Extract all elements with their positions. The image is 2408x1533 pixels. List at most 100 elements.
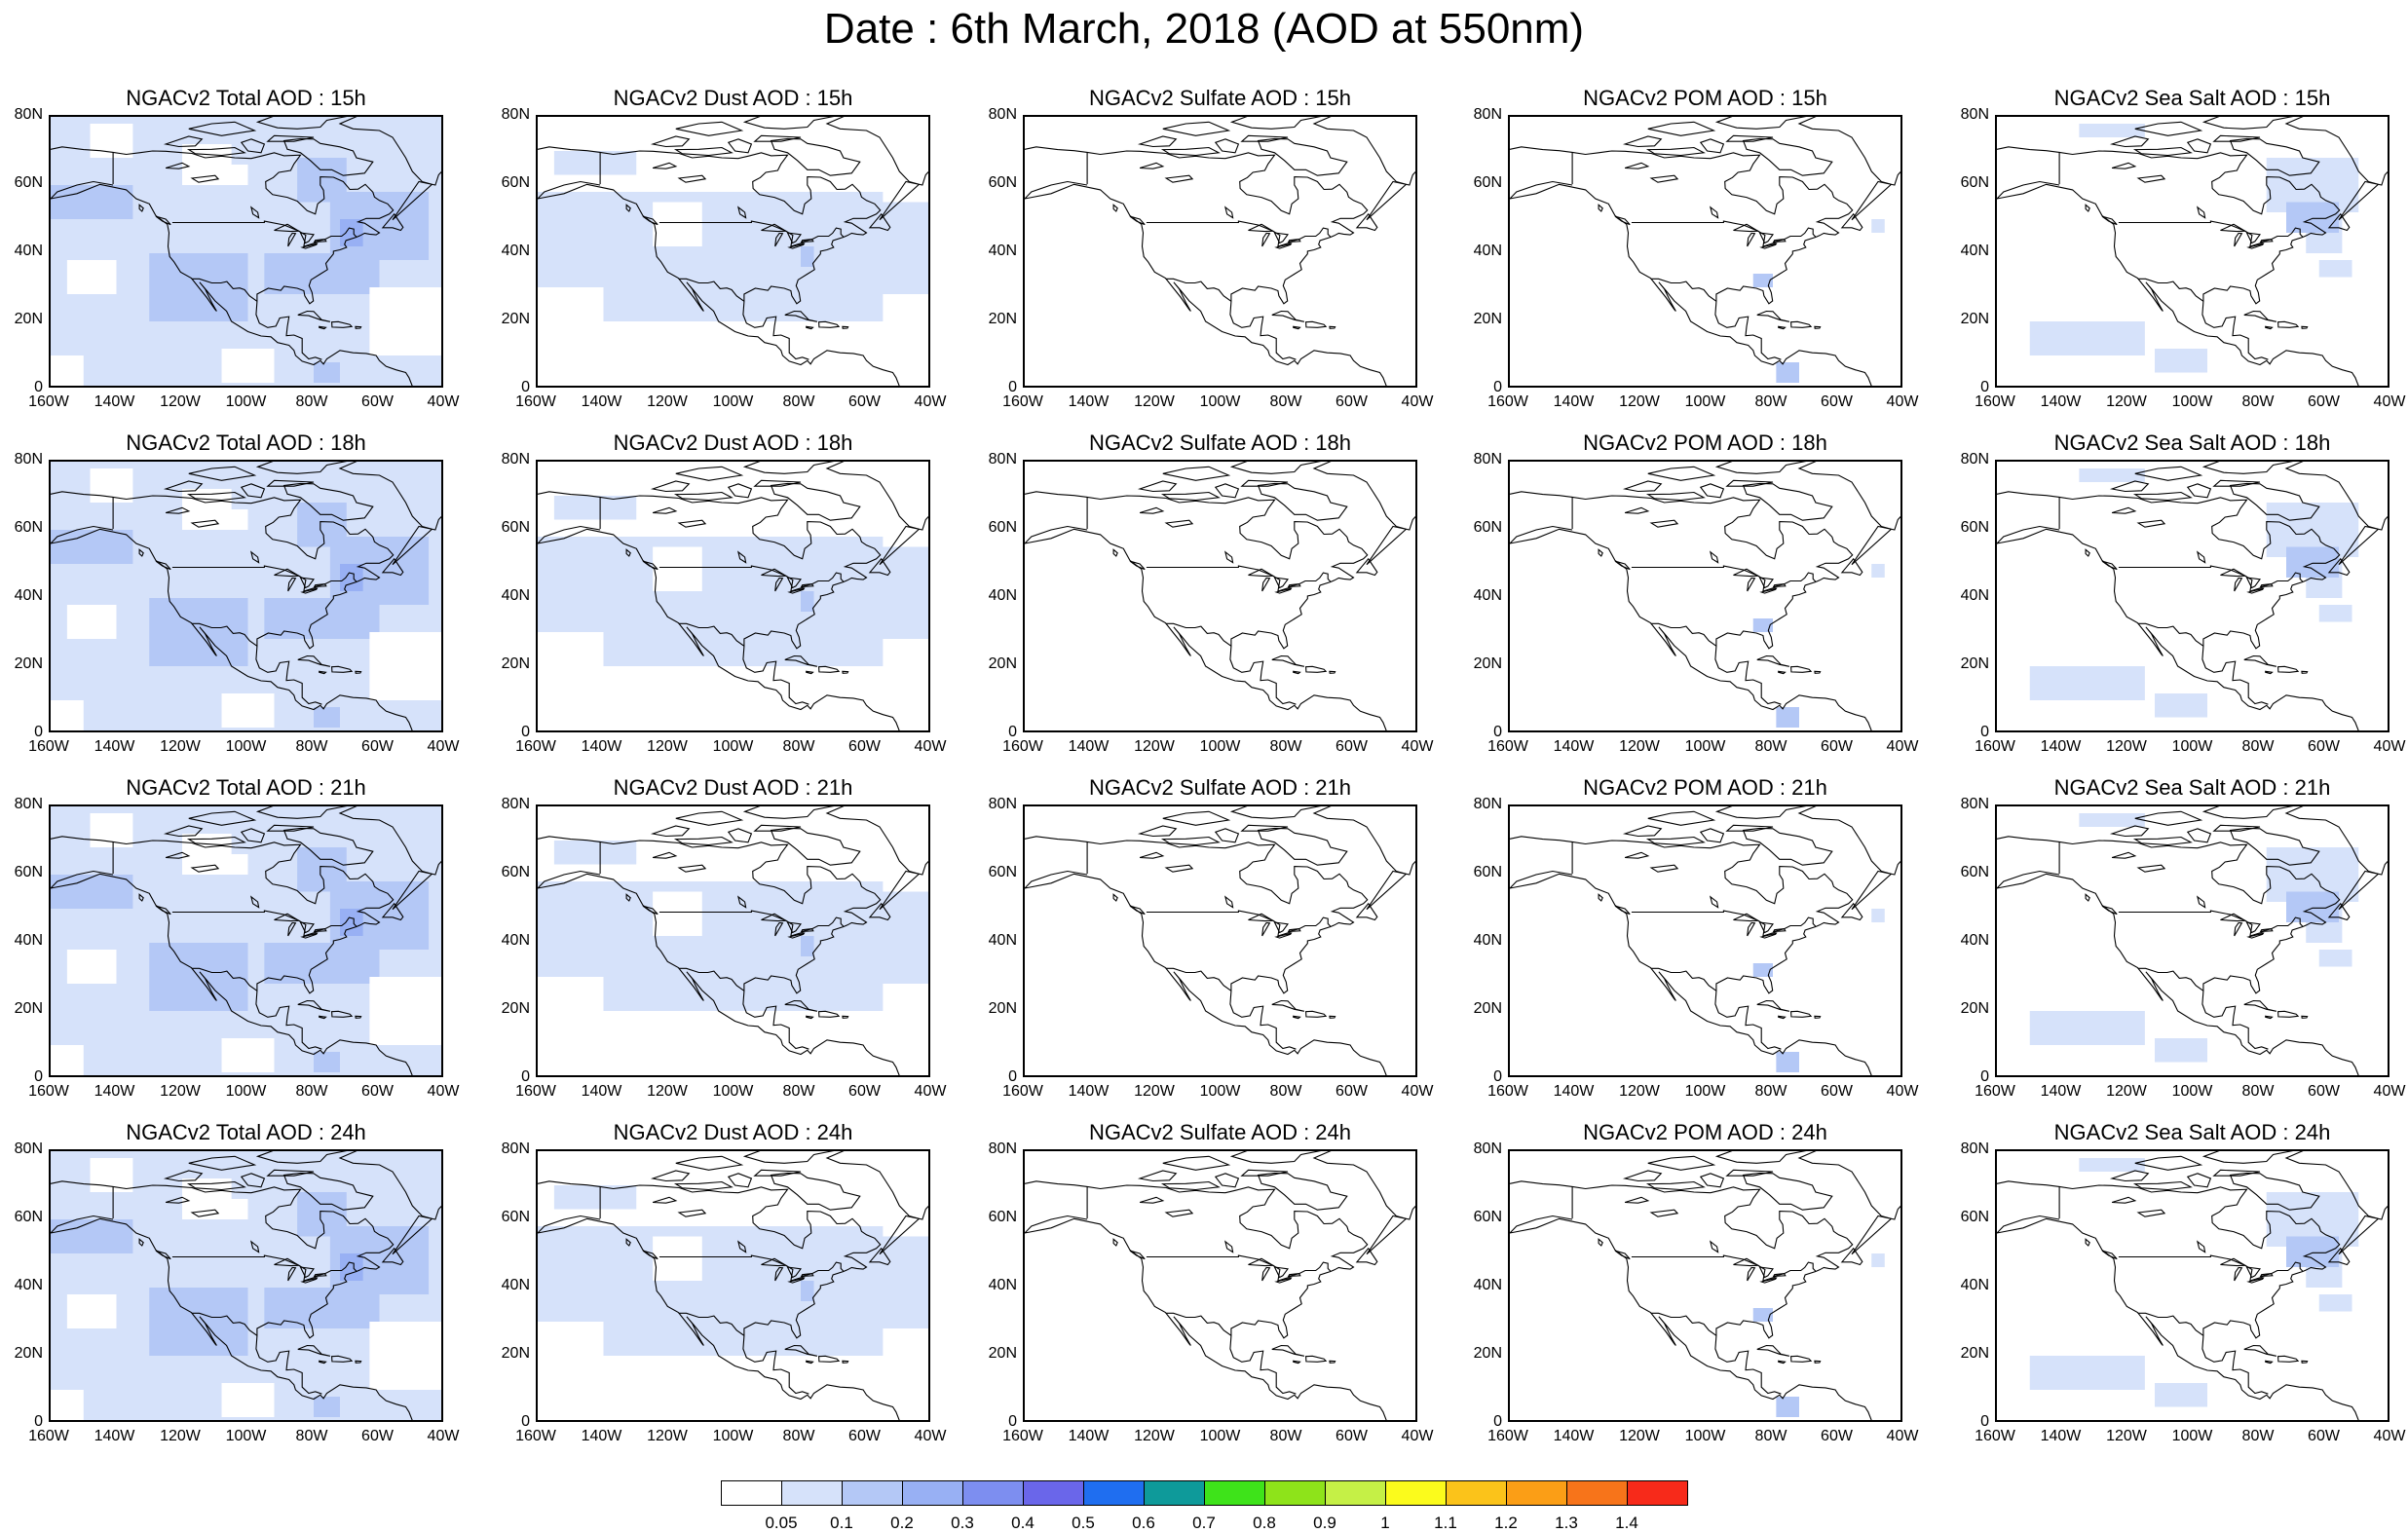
lon-tick-label: 160W	[515, 1083, 556, 1100]
aod-shade	[2029, 666, 2145, 700]
lon-tick-label: 160W	[1002, 1083, 1043, 1100]
lon-tick-label: 140W	[2040, 393, 2082, 410]
country-border	[1650, 278, 1717, 302]
lake-outline	[1273, 232, 1289, 244]
island-outline	[381, 1247, 404, 1266]
island-outline	[1647, 810, 1716, 826]
country-border	[2118, 1254, 2304, 1282]
lon-tick-label: 40W	[1401, 1083, 1434, 1100]
island-outline	[297, 310, 331, 322]
lat-tick-label: 40N	[1960, 932, 1989, 949]
country-border	[2118, 565, 2304, 592]
lon-tick-label: 120W	[647, 1428, 688, 1444]
lat-tick-label: 80N	[988, 1140, 1017, 1157]
country-border	[2137, 278, 2204, 302]
colorbar-label: 0.4	[1011, 1514, 1035, 1532]
aod-shade	[1776, 362, 1799, 383]
lake-outline	[677, 519, 707, 528]
map-frame	[536, 115, 930, 388]
island-outline	[1647, 466, 1716, 481]
aod-shade	[553, 841, 637, 865]
lake-outline	[249, 895, 260, 909]
lake-outline	[1164, 864, 1194, 873]
island-outline	[2134, 466, 2203, 481]
lat-tick-label: 20N	[501, 1000, 530, 1017]
lake-outline	[774, 232, 784, 247]
lon-tick-label: 40W	[1886, 1428, 1919, 1444]
island-outline	[1160, 146, 1221, 157]
lat-tick-label: 40N	[1960, 587, 1989, 604]
aod-shade	[340, 909, 363, 936]
lake-outline	[2234, 1266, 2243, 1282]
island-outline	[1814, 1360, 1822, 1364]
lat-tick-label: 0	[1008, 379, 1017, 395]
island-outline	[381, 557, 404, 577]
lake-outline	[2111, 1196, 2137, 1204]
lake-outline	[1223, 550, 1234, 564]
island-outline	[1162, 121, 1231, 136]
lat-tick-label: 80N	[1473, 1140, 1502, 1157]
island-outline	[784, 999, 818, 1012]
lake-outline	[2220, 1257, 2247, 1267]
lake-outline	[2136, 864, 2166, 873]
lon-tick-label: 160W	[1002, 393, 1043, 410]
lat-tick-label: 0	[521, 1068, 530, 1085]
aod-map	[1025, 462, 1415, 730]
lake-outline	[1273, 577, 1289, 589]
coastline	[1997, 525, 2359, 730]
colorbar-label: 1	[1380, 1514, 1390, 1532]
lat-tick-label: 60N	[501, 519, 530, 536]
lon-tick-label: 40W	[427, 1428, 460, 1444]
country-border	[678, 967, 745, 991]
coastline	[51, 836, 395, 1050]
aod-clear	[653, 1236, 702, 1281]
colorbar-swatch	[781, 1480, 843, 1506]
island-outline	[642, 1250, 658, 1260]
lake-outline	[787, 932, 806, 939]
lat-tick-label: 0	[34, 1068, 43, 1085]
island-outline	[2085, 548, 2090, 557]
island-outline	[825, 1151, 928, 1255]
lon-tick-label: 40W	[2373, 738, 2406, 755]
colorbar-swatch	[1627, 1480, 1688, 1506]
country-border	[1631, 910, 1817, 937]
lake-outline	[2234, 577, 2243, 592]
island-outline	[1840, 1247, 1863, 1266]
island-outline	[673, 491, 734, 502]
island-outline	[1598, 1238, 1603, 1247]
colorbar-swatch	[721, 1480, 782, 1506]
lake-outline	[165, 1196, 191, 1204]
country-border	[1146, 910, 1332, 937]
lon-tick-label: 140W	[2040, 1428, 2082, 1444]
coastline	[51, 180, 413, 386]
lake-outline	[736, 206, 747, 219]
aod-shade	[51, 1219, 133, 1253]
lon-tick-label: 100W	[1684, 1428, 1726, 1444]
lake-outline	[652, 162, 678, 169]
island-outline	[138, 548, 144, 557]
panel-title: NGACv2 Sulfate AOD : 21h	[1088, 775, 1352, 800]
lake-outline	[1759, 243, 1778, 249]
lat-tick-label: 40N	[14, 932, 43, 949]
island-outline	[2101, 1250, 2118, 1260]
island-outline	[2327, 212, 2351, 232]
lon-tick-label: 100W	[225, 1428, 267, 1444]
lat-tick-label: 20N	[988, 311, 1017, 327]
lake-outline	[1273, 921, 1289, 934]
island-outline	[2277, 1355, 2300, 1363]
aod-clear	[221, 693, 275, 728]
island-outline	[1137, 480, 1178, 493]
island-outline	[1778, 325, 1787, 330]
lat-tick-label: 20N	[988, 655, 1017, 672]
lat-tick-label: 40N	[1473, 932, 1502, 949]
lat-tick-label: 40N	[988, 587, 1017, 604]
aod-map	[1997, 1151, 2388, 1420]
island-outline	[355, 325, 362, 329]
island-outline	[2243, 999, 2277, 1012]
lat-tick-label: 60N	[501, 864, 530, 880]
lon-tick-label: 60W	[1821, 393, 1853, 410]
lon-tick-label: 160W	[28, 1428, 69, 1444]
island-outline	[1778, 670, 1787, 675]
island-outline	[297, 1344, 331, 1357]
island-outline	[806, 670, 814, 675]
